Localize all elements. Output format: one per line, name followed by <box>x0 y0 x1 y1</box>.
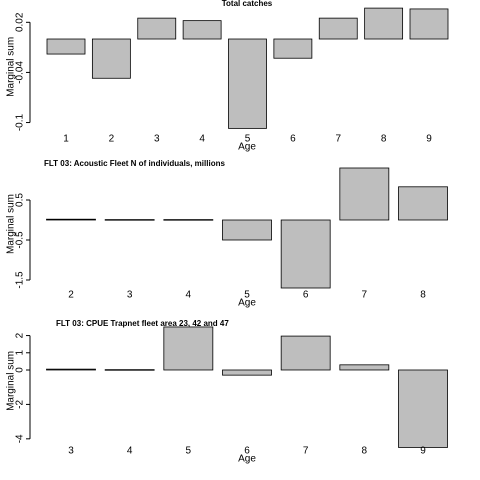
bar <box>163 219 214 221</box>
bar <box>228 38 267 129</box>
bar <box>409 8 449 40</box>
bar <box>137 17 177 40</box>
chart-title: FLT 03: CPUE Trapnet fleet area 23, 42 a… <box>56 319 229 328</box>
bar <box>339 364 390 371</box>
x-tick-label: 7 <box>362 290 368 301</box>
bar <box>104 369 155 371</box>
x-tick-label: 6 <box>244 446 250 457</box>
y-tick-label: -0.04 <box>15 61 26 84</box>
y-tick-label: 0.5 <box>15 193 26 207</box>
y-axis-label: Marginal sum <box>6 194 17 254</box>
y-tick-label: -0.5 <box>15 231 26 249</box>
x-tick-label: 5 <box>186 446 192 457</box>
y-tick-label: -2 <box>15 400 26 409</box>
bar <box>222 369 272 376</box>
bar <box>398 186 448 221</box>
y-tick-label: -4 <box>15 434 26 443</box>
y-tick-label: 1 <box>15 350 26 356</box>
x-tick-label: 3 <box>68 446 74 457</box>
y-tick-label: 0.02 <box>15 12 26 32</box>
x-axis-label: Age <box>238 142 256 153</box>
bar <box>91 38 131 79</box>
x-axis-label: Age <box>238 298 256 309</box>
bar <box>280 335 331 371</box>
x-tick-label: 6 <box>290 134 296 145</box>
bar <box>46 368 96 371</box>
x-tick-label: 5 <box>244 290 250 301</box>
x-tick-label: 9 <box>420 446 426 457</box>
x-tick-label: 7 <box>303 446 309 457</box>
bar <box>398 369 448 448</box>
y-tick-label: 2 <box>15 332 26 338</box>
bar <box>182 20 222 40</box>
x-tick-label: 2 <box>68 290 74 301</box>
bar <box>46 38 86 55</box>
bar <box>318 17 358 40</box>
bar <box>163 326 214 371</box>
x-tick-label: 9 <box>426 134 432 145</box>
y-axis-label: Marginal sum <box>6 37 17 97</box>
x-tick-label: 2 <box>109 134 115 145</box>
x-tick-label: 5 <box>245 134 251 145</box>
chart-title: FLT 03: Acoustic Fleet N of individuals,… <box>44 159 225 168</box>
x-tick-label: 3 <box>127 290 133 301</box>
bar <box>222 219 272 241</box>
bar <box>280 219 331 289</box>
y-axis-label: Marginal sum <box>6 351 17 411</box>
x-tick-label: 8 <box>362 446 368 457</box>
y-tick-label: 0 <box>15 367 26 373</box>
x-tick-label: 8 <box>381 134 387 145</box>
bar <box>46 218 96 221</box>
bar <box>364 7 404 40</box>
y-tick-label: -1.5 <box>15 271 26 289</box>
x-tick-label: 7 <box>335 134 341 145</box>
x-tick-label: 8 <box>420 290 426 301</box>
x-axis-label: Age <box>238 454 256 465</box>
x-tick-label: 6 <box>303 290 309 301</box>
chart-title: Total catches <box>222 0 273 8</box>
y-tick-label: -0.1 <box>15 113 26 131</box>
x-tick-label: 1 <box>63 134 69 145</box>
x-tick-label: 4 <box>127 446 133 457</box>
x-tick-label: 3 <box>154 134 160 145</box>
x-tick-label: 4 <box>186 290 192 301</box>
bar <box>339 167 390 221</box>
x-tick-label: 4 <box>199 134 205 145</box>
bar <box>104 219 155 221</box>
bar <box>273 38 313 59</box>
